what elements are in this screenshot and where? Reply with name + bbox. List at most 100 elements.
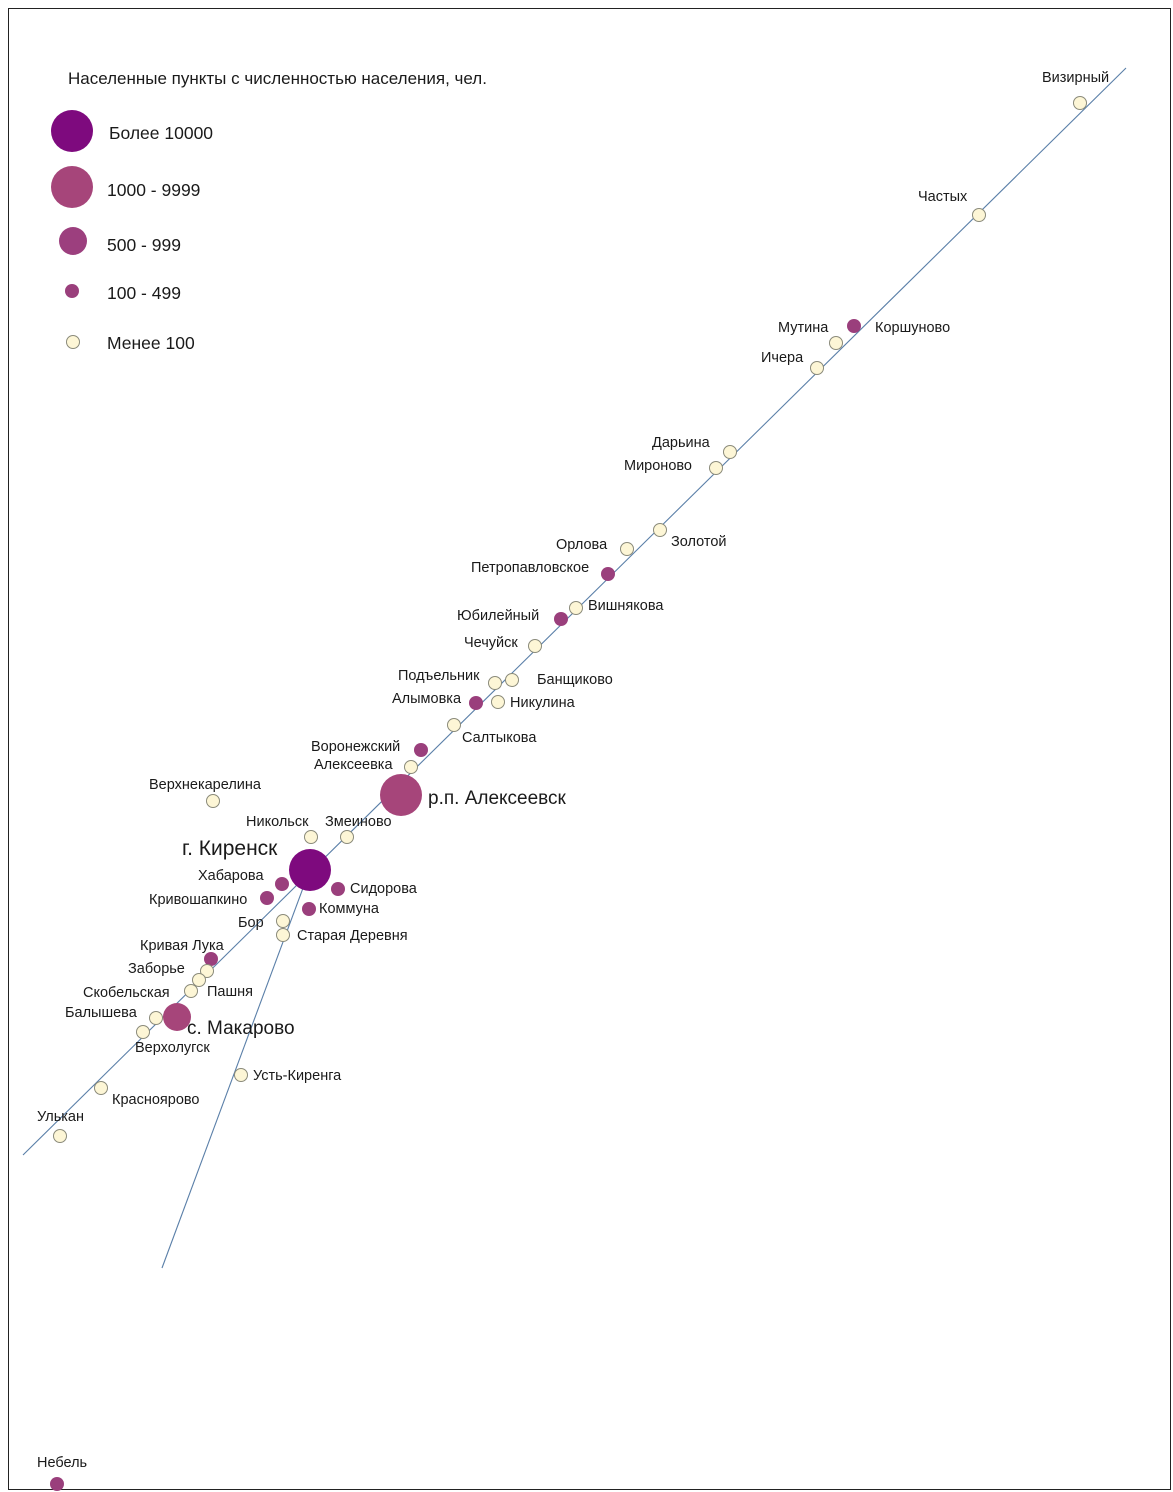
legend: Населенные пункты с численностью населен… <box>51 69 487 353</box>
legend-symbol-c5 <box>66 335 80 349</box>
marker-nikulina[interactable] <box>491 695 505 709</box>
label-ichera: Ичера <box>761 350 804 366</box>
marker-chechuysk[interactable] <box>528 639 542 653</box>
label-zaborye: Заборье <box>128 961 185 977</box>
kirenga-river-line <box>161 879 307 1269</box>
marker-nikolsk[interactable] <box>304 830 318 844</box>
label-banshchikovo: Банщиково <box>537 672 613 688</box>
label-ulkan: Улькан <box>37 1109 84 1125</box>
legend-label-c2: 1000 - 9999 <box>107 180 200 200</box>
marker-staraya-derevnya[interactable] <box>276 928 290 942</box>
label-staraya-derevnya: Старая Деревня <box>297 928 408 944</box>
marker-yubileyny[interactable] <box>554 612 568 626</box>
label-bor: Бор <box>238 915 264 931</box>
label-balysheva: Балышева <box>65 1005 138 1021</box>
label-nebel: Небель <box>37 1455 87 1471</box>
marker-daryina[interactable] <box>723 445 737 459</box>
legend-symbol-c3 <box>59 227 87 255</box>
marker-kommuna[interactable] <box>302 902 316 916</box>
marker-pashnya[interactable] <box>184 984 198 998</box>
marker-orlova[interactable] <box>620 542 634 556</box>
legend-label-c3: 500 - 999 <box>107 235 181 255</box>
marker-vishnyakova[interactable] <box>569 601 583 615</box>
label-alekseevka: Алексеевка <box>314 757 393 773</box>
label-zmeinovo: Змеиново <box>325 814 392 830</box>
label-ust-kirenga: Усть-Киренга <box>253 1068 342 1084</box>
marker-alekseevsk[interactable] <box>380 774 422 816</box>
legend-symbol-c2 <box>51 166 93 208</box>
marker-verkhnekarelina[interactable] <box>206 794 220 808</box>
legend-label-c4: 100 - 499 <box>107 283 181 303</box>
marker-zaborye[interactable] <box>200 964 214 978</box>
marker-balysheva[interactable] <box>149 1011 163 1025</box>
marker-ichera[interactable] <box>810 361 824 375</box>
label-orlova: Орлова <box>556 537 608 553</box>
label-krivaya-luka: Кривая Лука <box>140 938 225 954</box>
marker-kirensk[interactable] <box>289 849 331 891</box>
legend-title: Населенные пункты с численностью населен… <box>68 69 487 88</box>
label-petropavlovskoe: Петропавловское <box>471 560 589 576</box>
legend-symbol-c1 <box>51 110 93 152</box>
marker-ust-kirenga[interactable] <box>234 1068 248 1082</box>
marker-chastykh[interactable] <box>972 208 986 222</box>
label-yubileyny: Юбилейный <box>457 608 539 624</box>
label-kommuna: Коммуна <box>319 901 380 917</box>
label-krivoshapkino: Кривошапкино <box>149 892 247 908</box>
marker-petropavlovskoe[interactable] <box>601 567 615 581</box>
marker-krivaya-luka[interactable] <box>204 952 218 966</box>
marker-podyelnik[interactable] <box>488 676 502 690</box>
marker-sidorova[interactable] <box>331 882 345 896</box>
legend-symbol-c4 <box>65 284 79 298</box>
marker-khabarova[interactable] <box>275 877 289 891</box>
label-krasnoyarovo: Красноярово <box>112 1092 199 1108</box>
label-nikolsk: Никольск <box>246 814 309 830</box>
label-verkhnekarelina: Верхнекарелина <box>149 777 262 793</box>
map-frame <box>8 8 1171 1490</box>
marker-bor[interactable] <box>276 914 290 928</box>
label-pashnya: Пашня <box>207 984 253 1000</box>
marker-vizirny[interactable] <box>1073 96 1087 110</box>
label-voronezhsky: Воронежский <box>311 739 400 755</box>
label-skobelskaya: Скобельская <box>83 985 170 1001</box>
label-saltykova: Салтыкова <box>462 730 537 746</box>
marker-nebel[interactable] <box>50 1477 64 1491</box>
marker-alekseevka[interactable] <box>404 760 418 774</box>
label-vishnyakova: Вишнякова <box>588 598 664 614</box>
label-vizirny: Визирный <box>1042 70 1109 86</box>
marker-alymovka[interactable] <box>469 696 483 710</box>
label-chastykh: Частых <box>918 189 968 205</box>
label-korshunovo: Коршуново <box>875 320 950 336</box>
label-mironovo: Мироново <box>624 458 692 474</box>
marker-mironovo[interactable] <box>709 461 723 475</box>
label-chechuysk: Чечуйск <box>464 635 518 651</box>
legend-label-c1: Более 10000 <box>109 123 213 143</box>
marker-mutina[interactable] <box>829 336 843 350</box>
label-podyelnik: Подъельник <box>398 668 480 684</box>
settlement-markers <box>50 96 1087 1491</box>
marker-ulkan[interactable] <box>53 1129 67 1143</box>
marker-krivoshapkino[interactable] <box>260 891 274 905</box>
marker-makarovo[interactable] <box>163 1003 191 1031</box>
marker-verkholugsk[interactable] <box>136 1025 150 1039</box>
marker-saltykova[interactable] <box>447 718 461 732</box>
settlement-labels: Визирный Частых Мутина Коршуново Ичера Д… <box>37 70 1109 1471</box>
label-makarovo: с. Макарово <box>187 1018 295 1039</box>
label-sidorova: Сидорова <box>350 881 418 897</box>
legend-label-c5: Менее 100 <box>107 333 195 353</box>
label-verkholugsk: Верхолугск <box>135 1040 210 1056</box>
marker-zmeinovo[interactable] <box>340 830 354 844</box>
marker-krasnoyarovo[interactable] <box>94 1081 108 1095</box>
marker-voronezhsky[interactable] <box>414 743 428 757</box>
label-alekseevsk: р.п. Алексеевск <box>428 788 567 809</box>
label-nikulina: Никулина <box>510 695 576 711</box>
marker-banshchikovo[interactable] <box>505 673 519 687</box>
marker-korshunovo[interactable] <box>847 319 861 333</box>
label-khabarova: Хабарова <box>198 868 264 884</box>
marker-zolotoy[interactable] <box>653 523 667 537</box>
label-alymovka: Алымовка <box>392 691 462 707</box>
label-zolotoy: Золотой <box>671 534 727 550</box>
label-kirensk: г. Киренск <box>182 837 278 860</box>
marker-skobelskaya[interactable] <box>192 973 206 987</box>
label-daryina: Дарьина <box>652 435 711 451</box>
